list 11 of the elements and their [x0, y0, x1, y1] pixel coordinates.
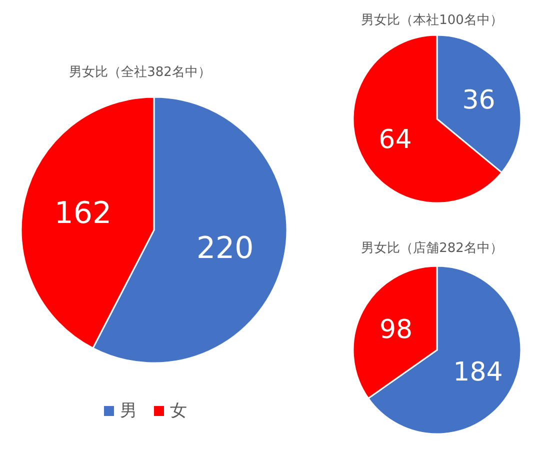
data-label: 36 — [462, 85, 496, 116]
data-label: 98 — [379, 314, 413, 345]
legend-label: 女 — [170, 401, 187, 421]
data-label: 220 — [196, 230, 254, 266]
legend-label: 男 — [120, 401, 137, 421]
data-label: 184 — [453, 357, 503, 388]
data-label: 162 — [54, 196, 112, 232]
data-label: 64 — [378, 124, 412, 155]
chart-title: 男女比（全社382名中） — [69, 65, 211, 80]
chart-title: 男女比（店舗282名中） — [361, 240, 503, 256]
chart-title: 男女比（本社100名中） — [361, 13, 503, 28]
